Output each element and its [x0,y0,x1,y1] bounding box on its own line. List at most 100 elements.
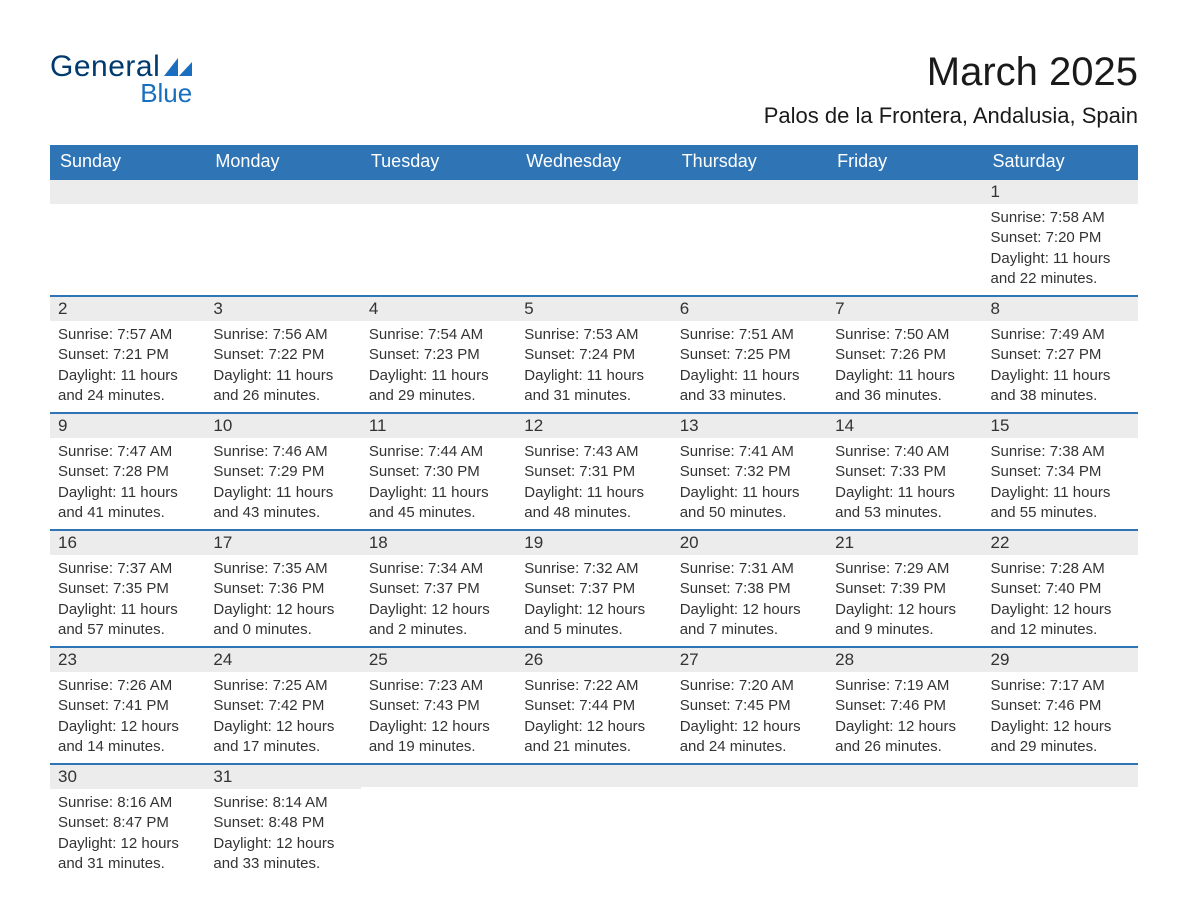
day-sunset: Sunset: 7:37 PM [524,579,663,599]
day-body: Sunrise: 7:29 AMSunset: 7:39 PMDaylight:… [827,555,982,646]
calendar-cell: 10Sunrise: 7:46 AMSunset: 7:29 PMDayligh… [205,412,360,529]
day-daylight1: Daylight: 11 hours [58,366,197,386]
day-number-band: 27 [672,646,827,672]
day-sunrise: Sunrise: 7:46 AM [213,442,352,462]
day-daylight2: and 7 minutes. [680,620,819,640]
calendar-cell: 27Sunrise: 7:20 AMSunset: 7:45 PMDayligh… [672,646,827,763]
day-body [827,204,982,214]
day-sunset: Sunset: 7:21 PM [58,345,197,365]
day-daylight2: and 45 minutes. [369,503,508,523]
day-body: Sunrise: 7:38 AMSunset: 7:34 PMDaylight:… [983,438,1138,529]
day-body [516,204,671,214]
day-number-band: 18 [361,529,516,555]
day-sunrise: Sunrise: 7:20 AM [680,676,819,696]
day-daylight1: Daylight: 11 hours [991,249,1130,269]
day-number-band: 28 [827,646,982,672]
calendar-cell: 5Sunrise: 7:53 AMSunset: 7:24 PMDaylight… [516,295,671,412]
day-daylight1: Daylight: 12 hours [213,600,352,620]
day-sunset: Sunset: 7:34 PM [991,462,1130,482]
day-daylight2: and 33 minutes. [680,386,819,406]
day-daylight1: Daylight: 11 hours [680,483,819,503]
day-daylight2: and 26 minutes. [213,386,352,406]
day-daylight2: and 57 minutes. [58,620,197,640]
day-daylight2: and 2 minutes. [369,620,508,640]
calendar-cell: 24Sunrise: 7:25 AMSunset: 7:42 PMDayligh… [205,646,360,763]
day-sunrise: Sunrise: 7:58 AM [991,208,1130,228]
day-number-band: 12 [516,412,671,438]
day-daylight2: and 21 minutes. [524,737,663,757]
day-sunrise: Sunrise: 7:26 AM [58,676,197,696]
day-body: Sunrise: 7:43 AMSunset: 7:31 PMDaylight:… [516,438,671,529]
day-daylight1: Daylight: 11 hours [680,366,819,386]
day-number-band: 9 [50,412,205,438]
day-number-band: 3 [205,295,360,321]
calendar-cell: 31Sunrise: 8:14 AMSunset: 8:48 PMDayligh… [205,763,360,880]
calendar-cell [672,763,827,880]
day-body: Sunrise: 7:58 AMSunset: 7:20 PMDaylight:… [983,204,1138,295]
day-body [50,204,205,214]
day-daylight1: Daylight: 12 hours [369,600,508,620]
logo-word-2: Blue [140,78,192,109]
calendar-cell: 13Sunrise: 7:41 AMSunset: 7:32 PMDayligh… [672,412,827,529]
day-sunrise: Sunrise: 7:28 AM [991,559,1130,579]
day-number-band: 11 [361,412,516,438]
day-daylight2: and 36 minutes. [835,386,974,406]
calendar-cell: 18Sunrise: 7:34 AMSunset: 7:37 PMDayligh… [361,529,516,646]
day-sunset: Sunset: 7:42 PM [213,696,352,716]
day-daylight1: Daylight: 12 hours [991,717,1130,737]
day-daylight1: Daylight: 11 hours [369,366,508,386]
day-number-band: 24 [205,646,360,672]
calendar-cell: 20Sunrise: 7:31 AMSunset: 7:38 PMDayligh… [672,529,827,646]
day-number-band: 21 [827,529,982,555]
day-number-band: 30 [50,763,205,789]
day-sunset: Sunset: 7:32 PM [680,462,819,482]
day-body: Sunrise: 7:31 AMSunset: 7:38 PMDaylight:… [672,555,827,646]
day-body [672,204,827,214]
day-sunrise: Sunrise: 7:51 AM [680,325,819,345]
day-daylight2: and 22 minutes. [991,269,1130,289]
day-sunrise: Sunrise: 7:43 AM [524,442,663,462]
day-number-band: 2 [50,295,205,321]
day-daylight1: Daylight: 11 hours [213,483,352,503]
day-daylight2: and 24 minutes. [58,386,197,406]
day-daylight2: and 26 minutes. [835,737,974,757]
weekday-header: Thursday [672,145,827,179]
day-body: Sunrise: 7:54 AMSunset: 7:23 PMDaylight:… [361,321,516,412]
day-number-band: 20 [672,529,827,555]
day-number-band: 23 [50,646,205,672]
day-body: Sunrise: 7:25 AMSunset: 7:42 PMDaylight:… [205,672,360,763]
calendar-week-row: 2Sunrise: 7:57 AMSunset: 7:21 PMDaylight… [50,295,1138,412]
day-sunset: Sunset: 8:47 PM [58,813,197,833]
day-sunset: Sunset: 7:35 PM [58,579,197,599]
day-sunset: Sunset: 7:36 PM [213,579,352,599]
day-body: Sunrise: 7:26 AMSunset: 7:41 PMDaylight:… [50,672,205,763]
day-number-band [827,180,982,204]
calendar-cell: 28Sunrise: 7:19 AMSunset: 7:46 PMDayligh… [827,646,982,763]
day-daylight2: and 14 minutes. [58,737,197,757]
calendar-cell [516,763,671,880]
calendar-cell [827,179,982,295]
calendar-cell: 17Sunrise: 7:35 AMSunset: 7:36 PMDayligh… [205,529,360,646]
day-number-band: 25 [361,646,516,672]
day-body: Sunrise: 7:49 AMSunset: 7:27 PMDaylight:… [983,321,1138,412]
calendar-cell: 8Sunrise: 7:49 AMSunset: 7:27 PMDaylight… [983,295,1138,412]
day-body [672,787,827,797]
calendar-cell: 14Sunrise: 7:40 AMSunset: 7:33 PMDayligh… [827,412,982,529]
day-number-band [516,763,671,787]
calendar-cell: 1Sunrise: 7:58 AMSunset: 7:20 PMDaylight… [983,179,1138,295]
day-daylight2: and 9 minutes. [835,620,974,640]
calendar-cell: 4Sunrise: 7:54 AMSunset: 7:23 PMDaylight… [361,295,516,412]
day-sunrise: Sunrise: 7:47 AM [58,442,197,462]
day-daylight2: and 48 minutes. [524,503,663,523]
calendar-cell: 7Sunrise: 7:50 AMSunset: 7:26 PMDaylight… [827,295,982,412]
day-sunrise: Sunrise: 8:14 AM [213,793,352,813]
day-sunset: Sunset: 7:28 PM [58,462,197,482]
calendar-cell: 29Sunrise: 7:17 AMSunset: 7:46 PMDayligh… [983,646,1138,763]
day-number-band [672,180,827,204]
day-daylight2: and 50 minutes. [680,503,819,523]
day-daylight2: and 17 minutes. [213,737,352,757]
day-body: Sunrise: 7:47 AMSunset: 7:28 PMDaylight:… [50,438,205,529]
day-sunrise: Sunrise: 7:29 AM [835,559,974,579]
day-sunrise: Sunrise: 7:37 AM [58,559,197,579]
day-body [827,787,982,797]
